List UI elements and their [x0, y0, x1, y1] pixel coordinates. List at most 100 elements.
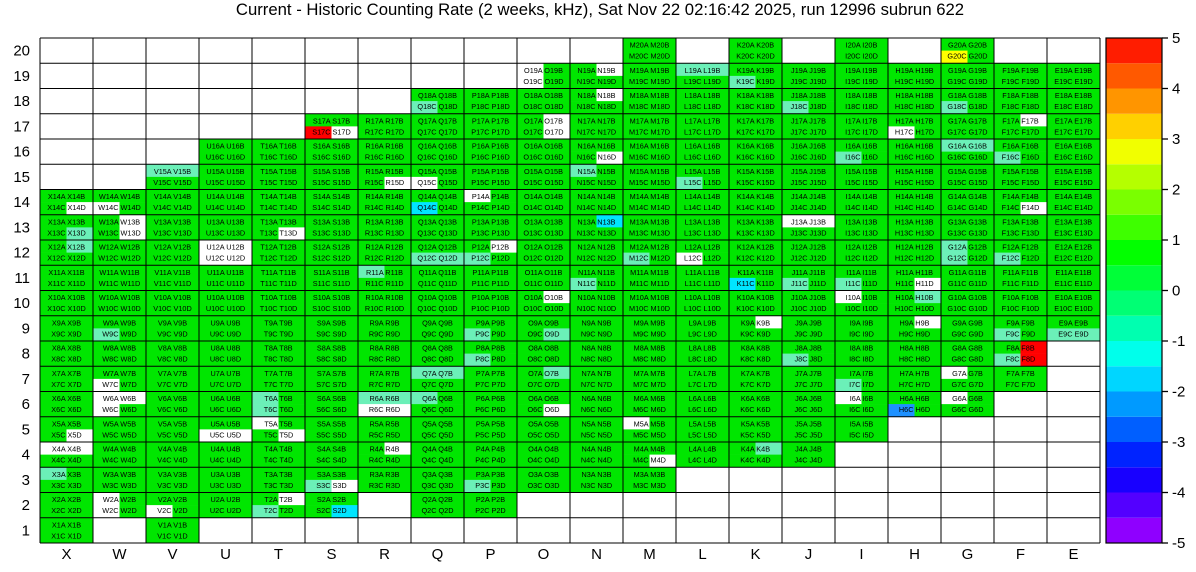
- svg-text:I16A I16B: I16A I16B: [846, 142, 878, 151]
- svg-text:W: W: [112, 546, 127, 563]
- svg-text:N4A N4B: N4A N4B: [581, 445, 611, 454]
- svg-text:V15C V15D: V15C V15D: [153, 178, 192, 187]
- svg-text:J14A J14B: J14A J14B: [791, 192, 826, 201]
- svg-text:E18A E18B: E18A E18B: [1055, 91, 1092, 100]
- svg-text:W11C W11D: W11C W11D: [99, 279, 141, 288]
- svg-text:O14A O14B: O14A O14B: [524, 192, 563, 201]
- svg-text:S4A S4B: S4A S4B: [317, 445, 346, 454]
- svg-text:E13A E13B: E13A E13B: [1055, 217, 1092, 226]
- svg-text:L13C L13D: L13C L13D: [684, 228, 721, 237]
- svg-text:M4A M4B: M4A M4B: [634, 445, 666, 454]
- svg-text:K15C K15D: K15C K15D: [736, 178, 775, 187]
- svg-text:I7A I7B: I7A I7B: [850, 369, 874, 378]
- svg-text:M18C M18D: M18C M18D: [629, 102, 670, 111]
- svg-text:W9C W9D: W9C W9D: [102, 329, 136, 338]
- svg-text:V8A V8B: V8A V8B: [158, 344, 187, 353]
- svg-text:M10C M10D: M10C M10D: [629, 304, 670, 313]
- svg-text:K9A K9B: K9A K9B: [741, 318, 770, 327]
- svg-text:L19A L19B: L19A L19B: [685, 66, 721, 75]
- svg-text:U: U: [220, 546, 231, 563]
- svg-text:E18C E18D: E18C E18D: [1054, 102, 1093, 111]
- svg-text:M12C M12D: M12C M12D: [629, 254, 670, 263]
- svg-text:M14C M14D: M14C M14D: [629, 203, 670, 212]
- svg-text:6: 6: [22, 396, 30, 413]
- svg-text:R12A R12B: R12A R12B: [365, 243, 403, 252]
- svg-text:G14A G14B: G14A G14B: [948, 192, 987, 201]
- svg-text:N10A N10B: N10A N10B: [577, 293, 615, 302]
- svg-text:F19A F19B: F19A F19B: [1002, 66, 1039, 75]
- svg-text:R7C R7D: R7C R7D: [369, 380, 400, 389]
- svg-text:Q3C Q3D: Q3C Q3D: [421, 481, 453, 490]
- svg-text:K12A K12B: K12A K12B: [737, 243, 774, 252]
- svg-text:U16C U16D: U16C U16D: [206, 153, 245, 162]
- svg-text:P13C P13D: P13C P13D: [471, 228, 510, 237]
- svg-text:W10A W10B: W10A W10B: [99, 293, 140, 302]
- svg-text:E9C E9D: E9C E9D: [1058, 329, 1088, 338]
- svg-text:13: 13: [13, 219, 30, 236]
- svg-text:S13A S13B: S13A S13B: [313, 217, 350, 226]
- svg-text:K7C K7D: K7C K7D: [740, 380, 770, 389]
- svg-text:K4C K4D: K4C K4D: [740, 456, 770, 465]
- svg-text:O4A O4B: O4A O4B: [528, 445, 559, 454]
- svg-text:H17C H17D: H17C H17D: [895, 127, 934, 136]
- svg-text:G15C G15D: G15C G15D: [947, 178, 987, 187]
- svg-text:F14C F14D: F14C F14D: [1002, 203, 1040, 212]
- svg-text:G17C G17D: G17C G17D: [947, 127, 987, 136]
- svg-text:V2C V2D: V2C V2D: [157, 506, 187, 515]
- svg-text:-5: -5: [1172, 535, 1185, 552]
- svg-text:U6C U6D: U6C U6D: [210, 405, 241, 414]
- svg-text:R14C R14D: R14C R14D: [365, 203, 404, 212]
- svg-text:K19C K19D: K19C K19D: [736, 77, 775, 86]
- svg-text:O12A O12B: O12A O12B: [524, 243, 563, 252]
- svg-text:S: S: [326, 546, 336, 563]
- svg-text:L16C L16D: L16C L16D: [684, 153, 721, 162]
- svg-text:T8C T8D: T8C T8D: [264, 355, 293, 364]
- svg-text:E9A E9B: E9A E9B: [1059, 318, 1088, 327]
- svg-text:O12C O12D: O12C O12D: [523, 254, 563, 263]
- svg-text:O3C O3D: O3C O3D: [527, 481, 559, 490]
- svg-text:L18A L18B: L18A L18B: [685, 91, 721, 100]
- svg-text:P11A P11B: P11A P11B: [472, 268, 508, 277]
- svg-text:U5A U5B: U5A U5B: [210, 419, 240, 428]
- svg-text:J6C J6D: J6C J6D: [795, 405, 823, 414]
- svg-text:N17C N17D: N17C N17D: [577, 127, 616, 136]
- svg-text:V10A V10B: V10A V10B: [154, 293, 191, 302]
- svg-text:X14C X14D: X14C X14D: [47, 203, 86, 212]
- svg-text:V13A V13B: V13A V13B: [154, 217, 191, 226]
- svg-text:R13A R13B: R13A R13B: [365, 217, 403, 226]
- svg-text:J10C J10D: J10C J10D: [790, 304, 826, 313]
- svg-text:V8C V8D: V8C V8D: [157, 355, 187, 364]
- svg-text:K18C K18D: K18C K18D: [736, 102, 775, 111]
- svg-text:P5C P5D: P5C P5D: [475, 430, 505, 439]
- svg-text:L4C L4D: L4C L4D: [688, 456, 717, 465]
- svg-text:T7A T7B: T7A T7B: [264, 369, 292, 378]
- svg-text:U15A U15B: U15A U15B: [206, 167, 244, 176]
- svg-text:N12A N12B: N12A N12B: [577, 243, 615, 252]
- svg-text:X5C X5D: X5C X5D: [51, 430, 81, 439]
- svg-text:Q14A Q14B: Q14A Q14B: [418, 192, 457, 201]
- svg-text:N13A N13B: N13A N13B: [577, 217, 615, 226]
- svg-text:K20A K20B: K20A K20B: [737, 41, 774, 50]
- svg-text:V15A V15B: V15A V15B: [154, 167, 191, 176]
- svg-text:F19C F19D: F19C F19D: [1002, 77, 1040, 86]
- svg-text:W5C W5D: W5C W5D: [102, 430, 136, 439]
- svg-text:N7A N7B: N7A N7B: [581, 369, 611, 378]
- svg-text:T12A T12B: T12A T12B: [260, 243, 297, 252]
- svg-text:H18C H18D: H18C H18D: [895, 102, 934, 111]
- svg-text:W10C W10D: W10C W10D: [98, 304, 141, 313]
- svg-text:L10C L10D: L10C L10D: [684, 304, 721, 313]
- svg-text:G6C G6D: G6C G6D: [951, 405, 983, 414]
- svg-text:I15A I15B: I15A I15B: [846, 167, 878, 176]
- svg-text:N14A N14B: N14A N14B: [577, 192, 615, 201]
- svg-text:S7A S7B: S7A S7B: [317, 369, 346, 378]
- svg-text:N8C N8D: N8C N8D: [581, 355, 612, 364]
- svg-text:H6C H6D: H6C H6D: [899, 405, 930, 414]
- svg-text:R12C R12D: R12C R12D: [365, 254, 404, 263]
- svg-text:V9C V9D: V9C V9D: [157, 329, 187, 338]
- svg-text:15: 15: [13, 169, 30, 186]
- svg-text:L12C L12D: L12C L12D: [684, 254, 721, 263]
- svg-text:Q11A Q11B: Q11A Q11B: [419, 268, 457, 277]
- svg-text:Q6C Q6D: Q6C Q6D: [421, 405, 453, 414]
- svg-text:F11C F11D: F11C F11D: [1002, 279, 1039, 288]
- svg-text:P16A P16B: P16A P16B: [472, 142, 509, 151]
